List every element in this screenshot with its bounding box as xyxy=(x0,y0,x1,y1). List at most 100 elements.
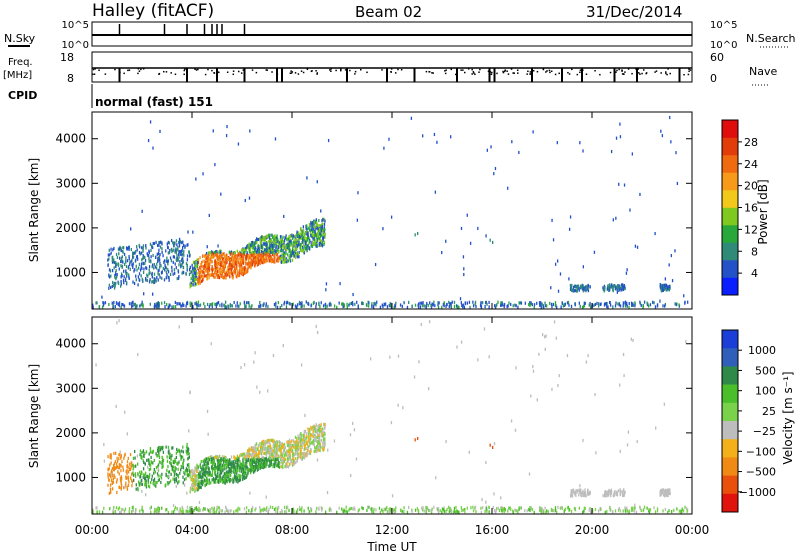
echo-cell xyxy=(586,287,588,291)
echo-cell xyxy=(368,505,371,509)
echo-cell xyxy=(225,257,228,261)
echo-cell xyxy=(556,141,558,145)
echo-cell xyxy=(324,432,326,436)
echo-cell xyxy=(235,465,237,469)
echo-cell xyxy=(646,506,648,510)
echo-cell xyxy=(263,260,266,264)
echo-cell xyxy=(272,458,275,462)
echo-cell xyxy=(667,286,669,291)
echo-cell xyxy=(417,510,420,514)
echo-cell xyxy=(294,235,296,239)
echo-cell xyxy=(283,260,285,264)
echo-cell xyxy=(270,247,273,251)
echo-cell xyxy=(594,302,597,306)
echo-cell xyxy=(102,300,104,305)
echo-cell xyxy=(211,270,213,274)
echo-cell xyxy=(582,286,584,291)
echo-cell xyxy=(291,449,294,453)
echo-cell xyxy=(378,506,381,510)
echo-cell xyxy=(322,429,324,433)
echo-cell xyxy=(179,250,181,254)
echo-cell xyxy=(249,453,251,457)
echo-cell xyxy=(654,231,656,236)
nave-dot xyxy=(624,71,626,73)
echo-cell xyxy=(339,282,341,286)
echo-cell xyxy=(280,452,283,457)
echo-cell xyxy=(193,508,195,513)
echo-cell xyxy=(317,443,319,447)
echo-cell xyxy=(306,238,308,242)
nave-dot xyxy=(344,69,347,71)
echo-cell xyxy=(214,477,217,481)
echo-cell xyxy=(193,474,196,478)
echo-cell xyxy=(291,249,294,253)
echo-cell xyxy=(191,483,193,487)
echo-cell xyxy=(179,239,182,243)
echo-cell xyxy=(500,507,502,511)
echo-cell xyxy=(441,510,443,514)
echo-cell xyxy=(127,273,130,277)
echo-cell xyxy=(263,447,265,451)
echo-cell xyxy=(249,463,251,467)
echo-cell xyxy=(485,300,488,304)
echo-cell xyxy=(295,440,297,444)
echo-cell xyxy=(257,443,260,447)
echo-cell xyxy=(299,233,301,237)
echo-cell xyxy=(578,506,580,510)
echo-cell xyxy=(184,244,186,248)
echo-cell xyxy=(172,260,174,264)
echo-cell xyxy=(401,304,403,308)
echo-cell xyxy=(118,301,121,305)
echo-cell xyxy=(195,263,198,267)
echo-cell xyxy=(203,271,205,275)
echo-cell xyxy=(151,275,154,279)
echo-cell xyxy=(232,255,235,259)
echo-cell xyxy=(148,268,150,272)
nave-dot xyxy=(616,69,618,72)
echo-cell xyxy=(246,251,248,255)
echo-cell xyxy=(254,443,256,448)
echo-cell xyxy=(206,275,208,279)
echo-cell xyxy=(441,507,444,511)
echo-cell xyxy=(212,459,214,463)
echo-cell xyxy=(266,460,268,464)
echo-cell xyxy=(108,257,110,261)
echo-cell xyxy=(197,277,199,281)
echo-cell xyxy=(379,510,382,514)
echo-cell xyxy=(285,247,288,251)
echo-cell xyxy=(310,509,312,513)
echo-cell xyxy=(233,462,235,467)
echo-cell xyxy=(273,302,276,307)
echo-cell xyxy=(125,271,127,275)
echo-cell xyxy=(403,510,405,514)
echo-cell xyxy=(303,447,305,451)
echo-cell xyxy=(639,507,642,511)
echo-cell xyxy=(620,283,623,287)
echo-cell xyxy=(659,286,662,290)
echo-cell xyxy=(124,278,127,282)
echo-cell xyxy=(284,451,286,455)
echo-cell xyxy=(533,510,535,515)
echo-cell xyxy=(198,480,200,484)
colorbar-swatch xyxy=(722,155,738,173)
nave-dot xyxy=(545,71,547,73)
echo-cell xyxy=(351,301,354,305)
echo-cell xyxy=(327,138,330,143)
echo-cell xyxy=(319,438,321,442)
echo-cell xyxy=(275,253,278,257)
echo-cell xyxy=(271,455,274,459)
echo-cell xyxy=(617,302,619,306)
echo-cell xyxy=(164,305,166,309)
colorbar-swatch xyxy=(722,260,738,278)
echo-cell xyxy=(287,259,290,263)
echo-cell xyxy=(229,258,231,262)
echo-cell xyxy=(414,508,417,512)
echo-cell xyxy=(533,305,535,310)
echo-cell xyxy=(181,271,183,275)
echo-cell xyxy=(296,510,298,514)
echo-cell xyxy=(260,448,263,452)
echo-cell xyxy=(289,450,291,454)
echo-cell xyxy=(120,279,122,284)
echo-cell xyxy=(161,242,163,246)
